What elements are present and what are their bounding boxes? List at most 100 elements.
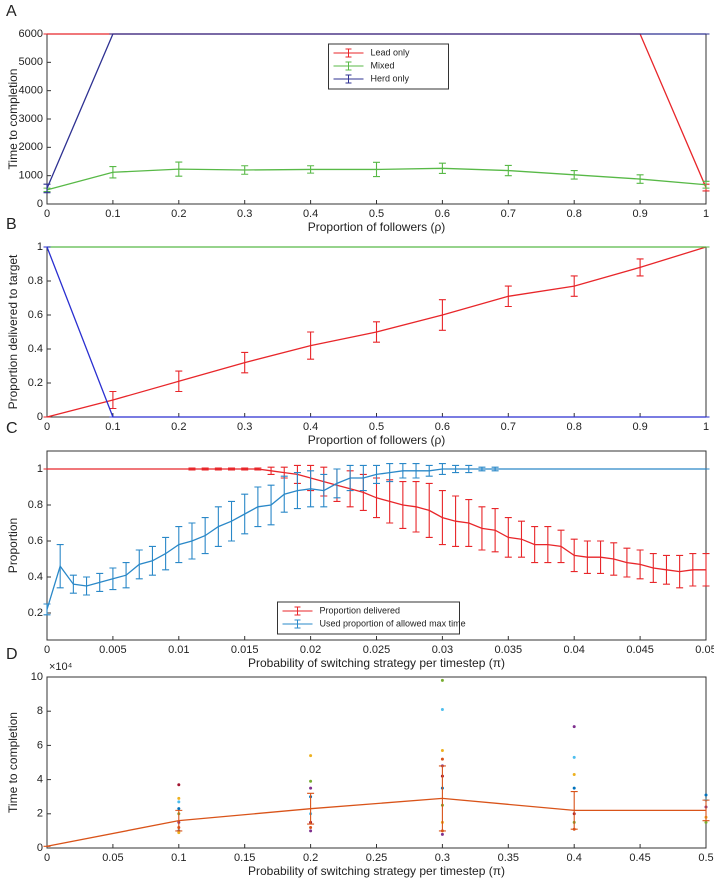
scatter-point [177,831,181,835]
x-tick-label: 1 [703,208,709,220]
error-bar [214,467,222,471]
error-bar [254,467,262,471]
x-tick-label: 0.3 [435,852,450,864]
error-bar [583,540,591,574]
error-bar [109,567,117,591]
error-bar [438,299,446,331]
scatter-point [572,786,576,790]
legend-box [277,601,460,635]
y-tick-label: 6000 [19,28,43,40]
x-tick-label: 0.9 [632,421,647,433]
error-bar [689,553,697,587]
error-bar [636,258,644,277]
y-tick-label: 0.2 [28,607,43,619]
x-tick-label: 0 [44,208,50,220]
error-bar [148,545,156,576]
scatter-point [309,829,313,833]
error-bar [504,517,512,558]
scatter-point [440,707,444,711]
scatter-point [309,825,313,829]
error-bar [452,464,460,474]
error-bar [188,467,196,471]
y-tick-label: 1 [37,241,43,253]
error-bar [544,526,552,564]
error-bar [412,481,420,533]
scatter-point [572,772,576,776]
scatter-point [572,755,576,759]
x-tick-label: 1 [703,421,709,433]
error-bar [636,174,644,184]
error-bar [636,549,644,580]
y-tick-label: 0.2 [28,377,43,389]
legend-label: Herd only [371,73,410,83]
error-bar [452,495,460,547]
panel-label: B [6,216,17,233]
error-bar [386,463,394,483]
x-tick-label: 0.5 [369,421,384,433]
x-tick-label: 0 [44,421,50,433]
error-bar [438,162,446,174]
y-tick-label: 1000 [19,170,43,182]
x-tick-label: 0.03 [432,644,453,656]
scatter-point [309,754,313,758]
error-bar [109,390,117,410]
error-bar [241,493,249,535]
x-tick-label: 0.025 [363,644,391,656]
error-bar [465,464,473,474]
y-tick-label: 0 [37,198,43,210]
y-axis-label: Time to completion [6,712,20,813]
x-tick-label: 0.3 [237,208,252,220]
x-tick-label: 0.7 [501,208,516,220]
x-tick-label: 0.4 [567,852,582,864]
error-bar [465,499,473,547]
y-tick-label: 10 [31,671,43,683]
error-bar [175,370,183,393]
panel-label: D [6,646,18,663]
error-bar [504,285,512,308]
error-bar [201,517,209,555]
error-bar [570,538,578,573]
scatter-point [704,793,708,797]
y-axis-label: Proportion delivered to target [6,254,20,409]
x-axis-label: Proportion of followers (ρ) [308,220,446,234]
error-bar [135,549,143,580]
y-axis-label: Proportion [6,518,20,573]
error-bar [333,468,341,499]
error-bar [412,463,420,479]
x-tick-label: 0.3 [237,421,252,433]
error-bar [175,161,183,177]
scatter-point [177,783,181,787]
y-tick-label: 5000 [19,56,43,68]
panel-label: C [6,420,18,437]
y-tick-label: 0.8 [28,275,43,287]
scatter-point [440,832,444,836]
error-bar [610,542,618,576]
x-tick-label: 0 [44,852,50,864]
error-bar [267,466,275,475]
x-tick-label: 0.4 [303,421,318,433]
error-bar [280,475,288,513]
y-axis-label: Time to completion [6,69,20,170]
error-bar [228,500,236,542]
scatter-point [177,796,181,800]
x-tick-label: 0.45 [629,852,650,864]
error-bar [662,554,670,585]
error-bar [399,481,407,529]
error-bar [597,540,605,574]
error-bar [109,166,117,179]
error-bar [399,463,407,479]
error-bar [96,572,104,592]
error-bar [69,574,77,594]
error-bar [201,467,209,471]
legend-label: Used proportion of allowed max time [320,618,466,628]
legend-swatch [333,74,364,84]
axis-multiplier: ×10⁴ [49,661,73,673]
error-bar [623,547,631,578]
error-bar [122,562,130,589]
x-tick-label: 0.2 [171,421,186,433]
y-tick-label: 0 [37,411,43,423]
x-tick-label: 0.01 [168,644,189,656]
y-tick-label: 0.4 [28,343,43,355]
x-tick-label: 0.05 [102,852,123,864]
legend-swatch [282,619,313,629]
